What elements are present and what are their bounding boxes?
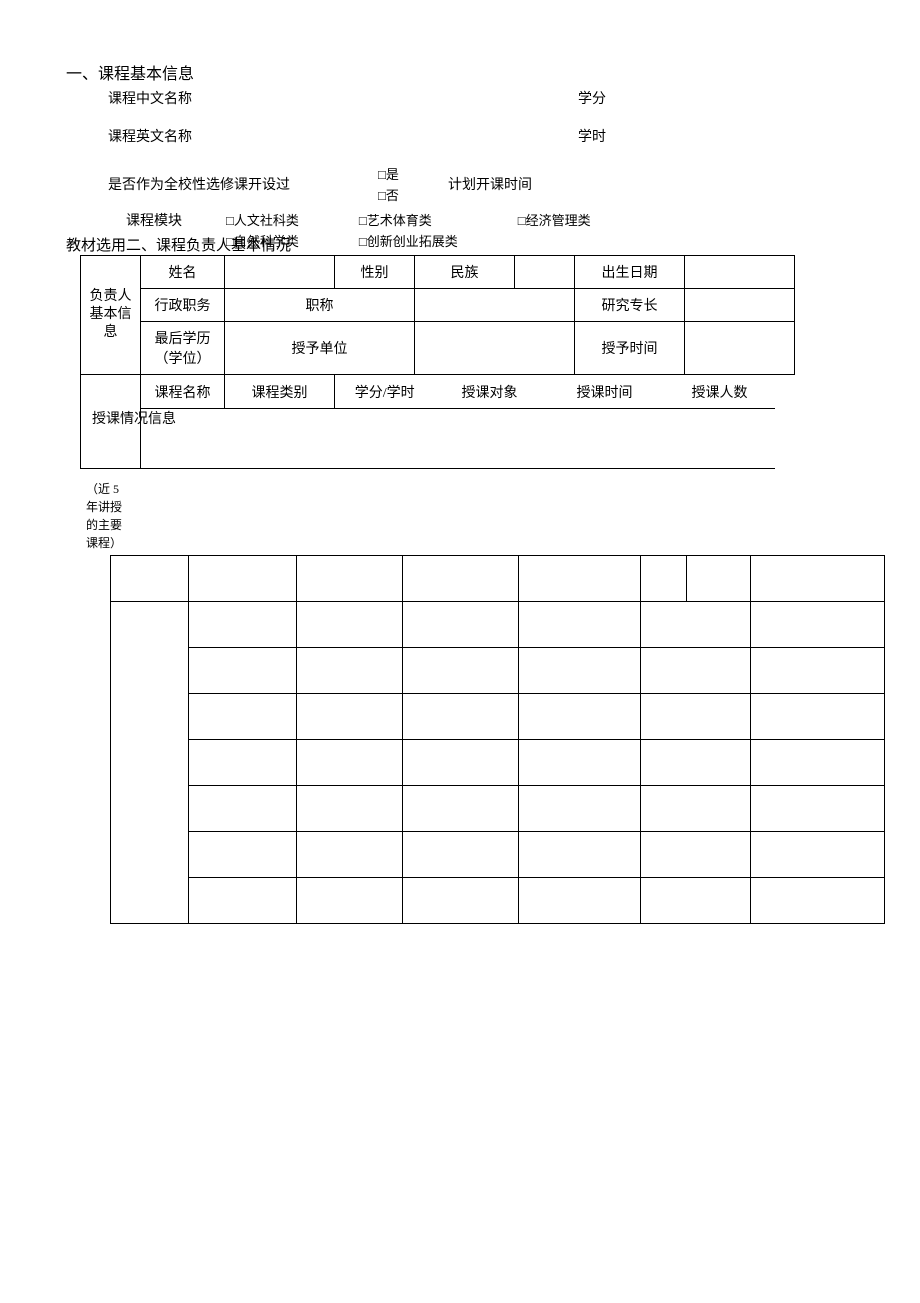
value-specialty[interactable] [685, 289, 795, 322]
hdr-teach-count: 授课人数 [665, 375, 775, 409]
value-birth[interactable] [685, 256, 795, 289]
checkbox-yes[interactable]: □是 [378, 164, 448, 183]
label-title: 职称 [225, 289, 415, 322]
label-ethnic: 民族 [415, 256, 515, 289]
section-1-heading: 一、课程基本信息 [0, 60, 920, 84]
hdr-audience: 授课对象 [435, 375, 545, 409]
module-opt-2[interactable]: □经济管理类 [518, 210, 591, 229]
value-name[interactable] [225, 256, 335, 289]
side-label-person: 负责人基本信息 [81, 256, 141, 375]
row-en-name: 课程英文名称 学时 [0, 126, 920, 146]
course-header-table: 课程名称 课程类别 学分/学时 授课对象 授课时间 授课人数 [80, 374, 775, 469]
teach-side-label: 授课情况信息 [92, 410, 176, 430]
credit-label: 学分 [578, 88, 606, 108]
label-last-degree: 最后学历（学位） [141, 322, 225, 375]
grid2-row-7 [111, 878, 885, 924]
row-offered: 是否作为全校性选修课开设过 □是 □否 计划开课时间 [0, 164, 920, 204]
hdr-course-name: 课程名称 [141, 375, 225, 409]
cn-name-label: 课程中文名称 [108, 88, 578, 108]
course-row-blank[interactable] [141, 409, 775, 469]
grid2-row-1 [111, 602, 885, 648]
module-opt-1[interactable]: □艺术体育类 [359, 210, 458, 229]
value-grant-time[interactable] [685, 322, 795, 375]
grid2-row-0 [111, 556, 885, 602]
label-admin-pos: 行政职务 [141, 289, 225, 322]
value-grant-unit[interactable] [415, 322, 575, 375]
label-grant-unit: 授予单位 [225, 322, 415, 375]
checkbox-no[interactable]: □否 [378, 185, 448, 204]
hdr-teach-time: 授课时间 [545, 375, 665, 409]
offered-label: 是否作为全校性选修课开设过 [108, 174, 378, 194]
grid2-row-2 [111, 648, 885, 694]
hdr-course-type: 课程类别 [225, 375, 335, 409]
en-name-label: 课程英文名称 [108, 126, 578, 146]
value-ethnic[interactable] [515, 256, 575, 289]
grid2-row-4 [111, 740, 885, 786]
overlap-heading: 教材选用二、课程负责人基本情况 [0, 234, 920, 255]
label-birth: 出生日期 [575, 256, 685, 289]
label-specialty: 研究专长 [575, 289, 685, 322]
plan-time-label: 计划开课时间 [448, 174, 532, 194]
label-name: 姓名 [141, 256, 225, 289]
grid2-row-6 [111, 832, 885, 878]
grid2-row-5 [111, 786, 885, 832]
module-opt-0[interactable]: □人文社科类 [226, 210, 299, 229]
hdr-credit-hours: 学分/学时 [335, 375, 435, 409]
row-cn-name: 课程中文名称 学分 [0, 88, 920, 108]
person-info-table: 负责人基本信息 姓名 性别 民族 出生日期 行政职务 职称 研究专长 最后学历（… [80, 255, 795, 375]
label-grant-time: 授予时间 [575, 322, 685, 375]
teach-side-note: （近 5 年讲授 的主要 课程） [86, 480, 122, 552]
hours-label: 学时 [578, 126, 606, 146]
lower-grid [110, 555, 885, 924]
value-title[interactable] [415, 289, 575, 322]
module-label: 课程模块 [66, 210, 186, 230]
label-gender: 性别 [335, 256, 415, 289]
grid2-row-3 [111, 694, 885, 740]
